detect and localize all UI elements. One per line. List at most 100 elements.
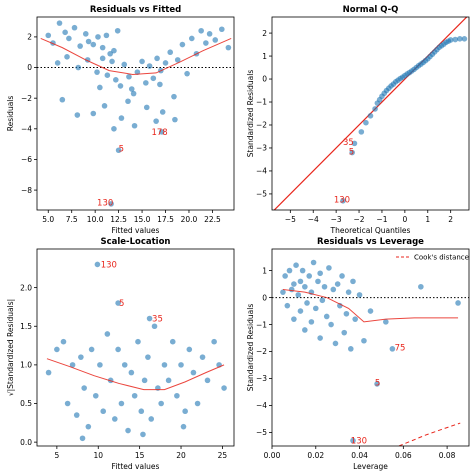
data-point bbox=[151, 323, 158, 330]
x-tick-label: 25 bbox=[218, 451, 228, 460]
cooks-distance-line bbox=[398, 422, 461, 446]
data-point bbox=[198, 27, 204, 34]
data-point bbox=[221, 385, 227, 391]
data-point bbox=[367, 112, 374, 119]
data-point bbox=[82, 31, 89, 37]
x-axis-label: Theoretical Quantiles bbox=[330, 226, 411, 235]
data-point bbox=[104, 72, 111, 79]
outlier-label: 130 bbox=[351, 437, 367, 447]
data-point bbox=[374, 381, 380, 387]
normal-qq-panel: 355 130 −5 −4 −3 −2 −1 0 1 2 2 1 0 −1 −2 −3 −4 −5 Normal Q… bbox=[246, 5, 470, 235]
x-tick-label: 15 bbox=[135, 451, 145, 460]
data-point bbox=[326, 265, 332, 271]
data-point bbox=[349, 149, 355, 156]
outlier-label: 178 bbox=[151, 128, 167, 138]
y-tick-label: −6 bbox=[21, 155, 32, 164]
data-point bbox=[121, 362, 128, 368]
data-point bbox=[330, 286, 337, 293]
y-tick-label: −8 bbox=[21, 186, 32, 195]
data-point bbox=[118, 400, 125, 407]
smooth-line bbox=[40, 37, 232, 75]
data-point bbox=[85, 423, 92, 430]
data-point bbox=[158, 400, 164, 407]
data-point bbox=[130, 90, 137, 97]
y-axis-label: Standardized Residuals bbox=[246, 304, 255, 392]
data-point bbox=[297, 278, 304, 285]
data-point bbox=[225, 44, 232, 51]
data-point bbox=[284, 302, 291, 309]
chart-title: Scale-Location bbox=[100, 237, 170, 247]
data-point bbox=[352, 316, 358, 322]
data-point bbox=[455, 300, 461, 306]
data-point bbox=[211, 338, 217, 345]
data-point bbox=[54, 346, 60, 353]
x-tick-label: −5 bbox=[285, 215, 296, 224]
data-point bbox=[367, 308, 374, 314]
data-point bbox=[81, 385, 87, 391]
data-point bbox=[74, 112, 81, 118]
data-point bbox=[339, 273, 345, 279]
data-point bbox=[323, 313, 330, 320]
plot-frame bbox=[36, 16, 235, 211]
data-point bbox=[111, 47, 117, 54]
outlier-label: 130 bbox=[334, 196, 350, 206]
y-tick-label: −5 bbox=[256, 428, 267, 437]
data-point bbox=[126, 73, 132, 80]
data-point bbox=[108, 201, 114, 207]
data-point bbox=[302, 283, 308, 290]
data-point bbox=[174, 57, 181, 63]
x-tick-label: −1 bbox=[376, 215, 387, 224]
x-tick-label: −4 bbox=[308, 215, 319, 224]
outlier-label: 35 bbox=[343, 138, 354, 148]
data-point bbox=[286, 267, 293, 274]
x-axis-label: Fitted values bbox=[112, 462, 160, 471]
data-point bbox=[291, 281, 297, 287]
data-point bbox=[143, 104, 150, 111]
smooth-line bbox=[46, 358, 225, 391]
data-point bbox=[125, 427, 131, 434]
y-tick-label: −2 bbox=[21, 94, 32, 103]
chart-title: Normal Q-Q bbox=[343, 5, 399, 15]
data-point bbox=[304, 300, 310, 306]
y-tick-label: 0.0 bbox=[20, 438, 32, 447]
data-point bbox=[165, 377, 172, 384]
data-point bbox=[118, 115, 125, 121]
data-point bbox=[340, 198, 346, 204]
data-point bbox=[146, 315, 153, 322]
data-point bbox=[112, 416, 118, 422]
y-tick-label: 2 bbox=[262, 29, 267, 38]
data-point bbox=[383, 319, 389, 325]
data-point bbox=[190, 369, 197, 376]
data-point bbox=[345, 289, 352, 295]
y-tick-label: −4 bbox=[21, 125, 32, 134]
residuals-vs-fitted-panel: 5 178 130 5.0 7.5 10.0 12.5 15.0 17.5 20.0 22.5 2 0 −… bbox=[6, 5, 235, 235]
data-point bbox=[69, 362, 76, 368]
y-tick-label: −1 bbox=[256, 98, 267, 107]
x-tick-label: 12.5 bbox=[110, 215, 127, 224]
y-axis-label: Standardized Residuals bbox=[246, 70, 255, 158]
x-tick-label: 20.0 bbox=[181, 215, 198, 224]
scale-location-panel: 130 5 35 5 10 15 20 25 0.0 0.5 1.0 1.5 2.0 Scale-Loca… bbox=[6, 237, 235, 471]
data-point bbox=[179, 41, 186, 48]
data-point bbox=[332, 340, 339, 347]
x-tick-label: 10.0 bbox=[87, 215, 104, 224]
data-point bbox=[461, 36, 468, 42]
data-point bbox=[95, 34, 101, 40]
x-axis-label: Fitted values bbox=[112, 226, 160, 235]
y-tick-label: 1.5 bbox=[20, 322, 32, 331]
x-axis-label: Leverage bbox=[353, 462, 388, 471]
data-point bbox=[103, 32, 110, 39]
y-tick-label: −4 bbox=[256, 401, 267, 410]
data-point bbox=[121, 61, 128, 68]
data-point bbox=[174, 392, 180, 399]
data-point bbox=[169, 338, 176, 345]
data-point bbox=[90, 110, 97, 117]
data-point bbox=[45, 369, 52, 376]
outlier-label: 130 bbox=[97, 198, 113, 208]
outlier-label: 35 bbox=[152, 315, 163, 325]
data-point bbox=[90, 41, 97, 48]
data-point bbox=[418, 283, 424, 290]
data-point bbox=[157, 81, 163, 88]
data-point bbox=[64, 400, 71, 407]
